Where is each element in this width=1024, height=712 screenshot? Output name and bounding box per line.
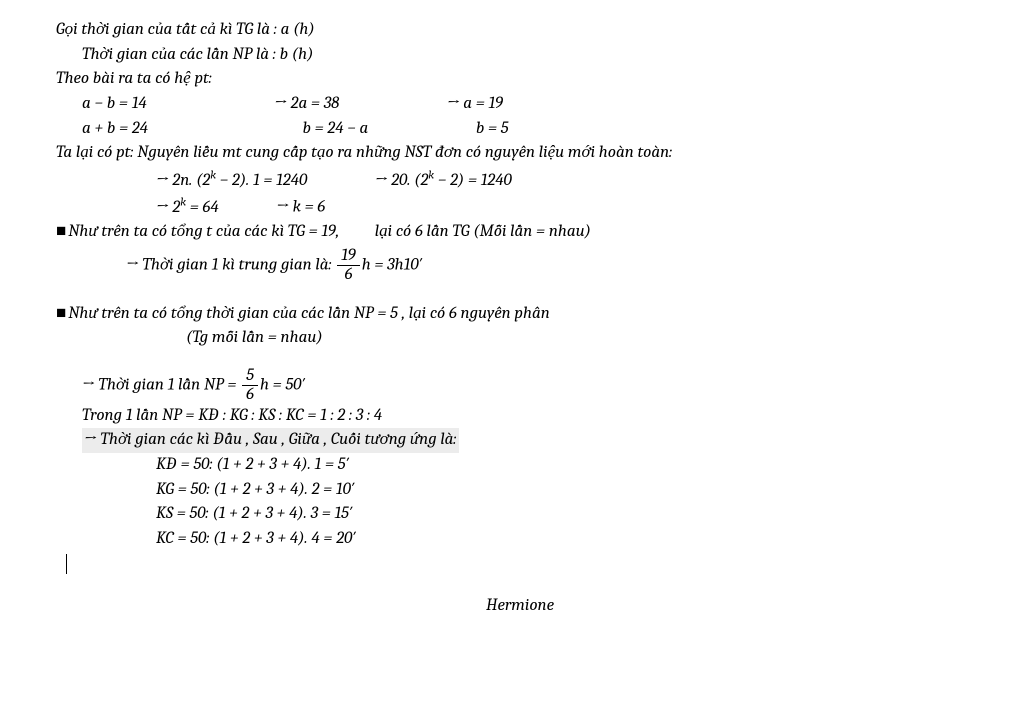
eq: → a = 19 bbox=[447, 94, 503, 113]
equation-row: a + b = 24 b = 24 − a b = 5 bbox=[56, 117, 984, 142]
text-line: (Tg mỗi lần = nhau) bbox=[56, 326, 984, 351]
text-line: Theo bài ra ta có hệ pt: bbox=[56, 67, 984, 92]
eq: a − b = 14 bbox=[82, 94, 147, 113]
equation-row: → Thời gian 1 lần NP = 5 6 h = 50′ bbox=[56, 367, 984, 404]
text-line: KG = 50: (1 + 2 + 3 + 4). 2 = 10′ bbox=[56, 478, 984, 503]
text-cursor bbox=[56, 552, 984, 577]
equation-row: → 2n. (2k − 2). 1 = 1240 → 20. (2k − 2) … bbox=[56, 166, 984, 193]
eq: b = 24 − a bbox=[302, 119, 368, 138]
text-line: ■Như trên ta có tổng t của các kì TG = 1… bbox=[56, 220, 984, 245]
equation-row: a − b = 14 → 2a = 38 → a = 19 bbox=[56, 92, 984, 117]
math-solution-document: Gọi thời gian của tất cả kì TG là : a (h… bbox=[0, 0, 1024, 629]
eq: → 2a = 38 bbox=[274, 94, 339, 113]
text-line: Thời gian của các lần NP là : b (h) bbox=[56, 43, 984, 68]
eq: a + b = 24 bbox=[82, 119, 148, 138]
highlighted-line: → Thời gian các kì Đầu , Sau , Giữa , Cu… bbox=[56, 428, 984, 453]
text-line: ■Như trên ta có tổng thời gian của các l… bbox=[56, 302, 984, 327]
text-line: Gọi thời gian của tất cả kì TG là : a (h… bbox=[56, 18, 984, 43]
eq: → k = 6 bbox=[276, 198, 325, 217]
text-line: Trong 1 lần NP = KĐ : KG : KS : KC = 1 :… bbox=[56, 404, 984, 429]
equation-row: → Thời gian 1 kì trung gian là: 19 6 h =… bbox=[56, 247, 984, 284]
text-line: Ta lại có pt: Nguyên liều mt cung cấp tạ… bbox=[56, 141, 984, 166]
equation-row: → 2k = 64 → k = 6 bbox=[56, 193, 984, 220]
bullet-icon: ■ bbox=[56, 222, 66, 241]
text-line: KĐ = 50: (1 + 2 + 3 + 4). 1 = 5′ bbox=[56, 453, 984, 478]
footer-author: Hermione bbox=[56, 576, 984, 619]
eq: → 2k = 64 bbox=[156, 198, 219, 217]
text-line: KS = 50: (1 + 2 + 3 + 4). 3 = 15′ bbox=[56, 502, 984, 527]
eq: b = 5 bbox=[476, 119, 509, 138]
fraction: 19 6 bbox=[337, 247, 359, 284]
eq: → 20. (2k − 2) = 1240 bbox=[375, 171, 512, 190]
bullet-icon: ■ bbox=[56, 304, 66, 323]
text-line: KC = 50: (1 + 2 + 3 + 4). 4 = 20′ bbox=[56, 527, 984, 552]
fraction: 5 6 bbox=[242, 367, 258, 404]
eq: → 2n. (2k − 2). 1 = 1240 bbox=[156, 171, 307, 190]
